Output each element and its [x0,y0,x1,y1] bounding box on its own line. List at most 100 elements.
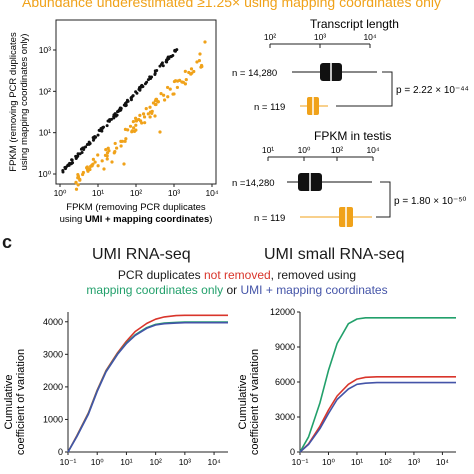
scatter-point-underestimated [200,64,204,69]
scatter-point-underestimated [166,95,170,99]
length-tick-3: 10⁴ [363,32,376,42]
scatter-point-all [165,60,169,64]
scatter-point-underestimated [112,151,116,155]
cv-x-tick-label: 10⁴ [436,457,449,467]
cv-x-tick-label: 10⁻¹ [60,457,77,467]
scatter-point-underestimated [113,141,117,146]
legend-mapping-only: mapping coordinates only [86,283,224,297]
cv-x-tick-label: 10³ [408,457,420,467]
cv-y-tick-label: 4000 [43,317,63,327]
scatter-point-underestimated [146,112,150,116]
scatter-point-all [166,55,170,59]
length-tick-2: 10³ [314,32,326,42]
scatter-point-underestimated [150,111,154,115]
scatter-point-all [106,119,110,123]
scatter-point-all [67,163,71,167]
testis-n-under: n = 119 [254,213,285,224]
scatter-point-underestimated [119,139,123,143]
scatter-point-underestimated [140,121,144,125]
scatter-x-tick-label: 10² [130,188,142,198]
scatter-point-underestimated [175,85,180,90]
scatter-point-all [155,69,159,73]
scatter-point-all [140,83,144,87]
scatter-point-all [61,170,65,174]
scatter-points [61,40,207,191]
cv-x-tick-label: 10¹ [120,457,132,467]
scatter-plot: 10⁰ 10¹ 10² 10³ 10⁴ 10⁰ 10¹ 10² 10³ FPKM (remov… [8,19,219,225]
scatter-y-tick-label: 10³ [39,45,51,55]
legend-text-pcr: PCR duplicates [117,268,204,282]
cv-x-tick-label: 10⁰ [322,457,335,467]
cv-series-line [299,376,456,453]
scatter-point-underestimated [184,78,188,82]
scatter-point-underestimated [138,113,142,117]
scatter-point-underestimated [76,172,80,177]
scatter-point-all [79,147,83,151]
cv-x-tick-label: 10³ [179,457,191,467]
testis-tick-2: 10⁰ [298,145,311,155]
legend-or: or [223,283,241,297]
scatter-point-underestimated [102,167,106,171]
scatter-point-underestimated [195,60,199,64]
scatter-point-all [84,145,88,149]
scatter-point-underestimated [178,78,182,82]
scatter-ylabel-1: FPKM (removing PCR duplicates [8,32,19,172]
scatter-point-all [173,49,177,53]
scatter-point-underestimated [122,162,126,166]
scatter-x-tick-label: 10¹ [92,188,104,198]
scatter-point-all [123,101,127,105]
scatter-point-underestimated [81,170,85,175]
scatter-point-all [160,61,164,65]
cv-y-tick-label: 0 [290,447,295,457]
cv-y-tick-label: 6000 [275,377,295,387]
scatter-point-all [114,113,118,117]
scatter-point-underestimated [78,178,82,182]
testis-n-all: n =14,280 [232,178,275,189]
scatter-point-underestimated [76,183,80,187]
scatter-point-underestimated [91,157,95,161]
legend-text-removed: , removed using [270,268,357,282]
scatter-point-all [82,147,86,151]
scatter-point-underestimated [171,92,175,96]
scatter-point-all [146,78,150,82]
scatter-point-all [125,98,129,102]
cv-ylabel-a-1: Cumulative [3,374,15,429]
scatter-point-underestimated [119,144,123,148]
scatter-point-all [78,152,82,156]
scatter-ylabel-2: using mapping coordinates only) [19,34,30,171]
scatter-point-underestimated [86,169,90,173]
length-n-under: n = 119 [254,102,285,113]
scatter-point-all [158,64,162,68]
cv-y-tick-label: 3000 [43,349,63,359]
cv-ylabel-b-1: Cumulative [237,374,249,429]
cv-y-tick-label: 1000 [43,414,63,424]
cv-y-tick-label: 12000 [270,307,295,317]
scatter-point-underestimated [156,100,160,104]
scatter-point-all [91,138,95,142]
scatter-point-all [129,98,133,102]
scatter-xlabel-2: using UMI + mapping coordinates) [60,214,213,225]
scatter-y-ticks: 10⁰ 10¹ 10² 10³ [38,45,56,179]
scatter-point-underestimated [153,99,158,103]
scatter-point-underestimated [168,87,172,91]
scatter-point-underestimated [105,157,109,161]
scatter-point-all [153,71,157,75]
subtitle-umi-rnaseq: UMI RNA-seq [92,246,191,263]
scatter-point-underestimated [107,149,111,153]
scatter-point-underestimated [85,166,89,170]
scatter-point-all [131,94,135,98]
scatter-point-underestimated [100,159,104,163]
scatter-point-all [70,158,74,162]
scatter-point-underestimated [134,119,139,123]
scatter-point-all [99,127,103,131]
scatter-point-all [145,80,149,84]
scatter-point-underestimated [115,146,119,150]
scatter-point-underestimated [192,69,196,74]
cv-series-line [299,381,456,453]
scatter-point-underestimated [132,126,136,130]
legend-not-removed: not removed [203,268,271,282]
scatter-x-tick-label: 10⁰ [54,188,67,198]
cv-y-tick-label: 2000 [43,382,63,392]
figure-header: Abundance underestimated ≥1.25× using ma… [22,0,442,10]
scatter-point-underestimated [128,124,133,128]
